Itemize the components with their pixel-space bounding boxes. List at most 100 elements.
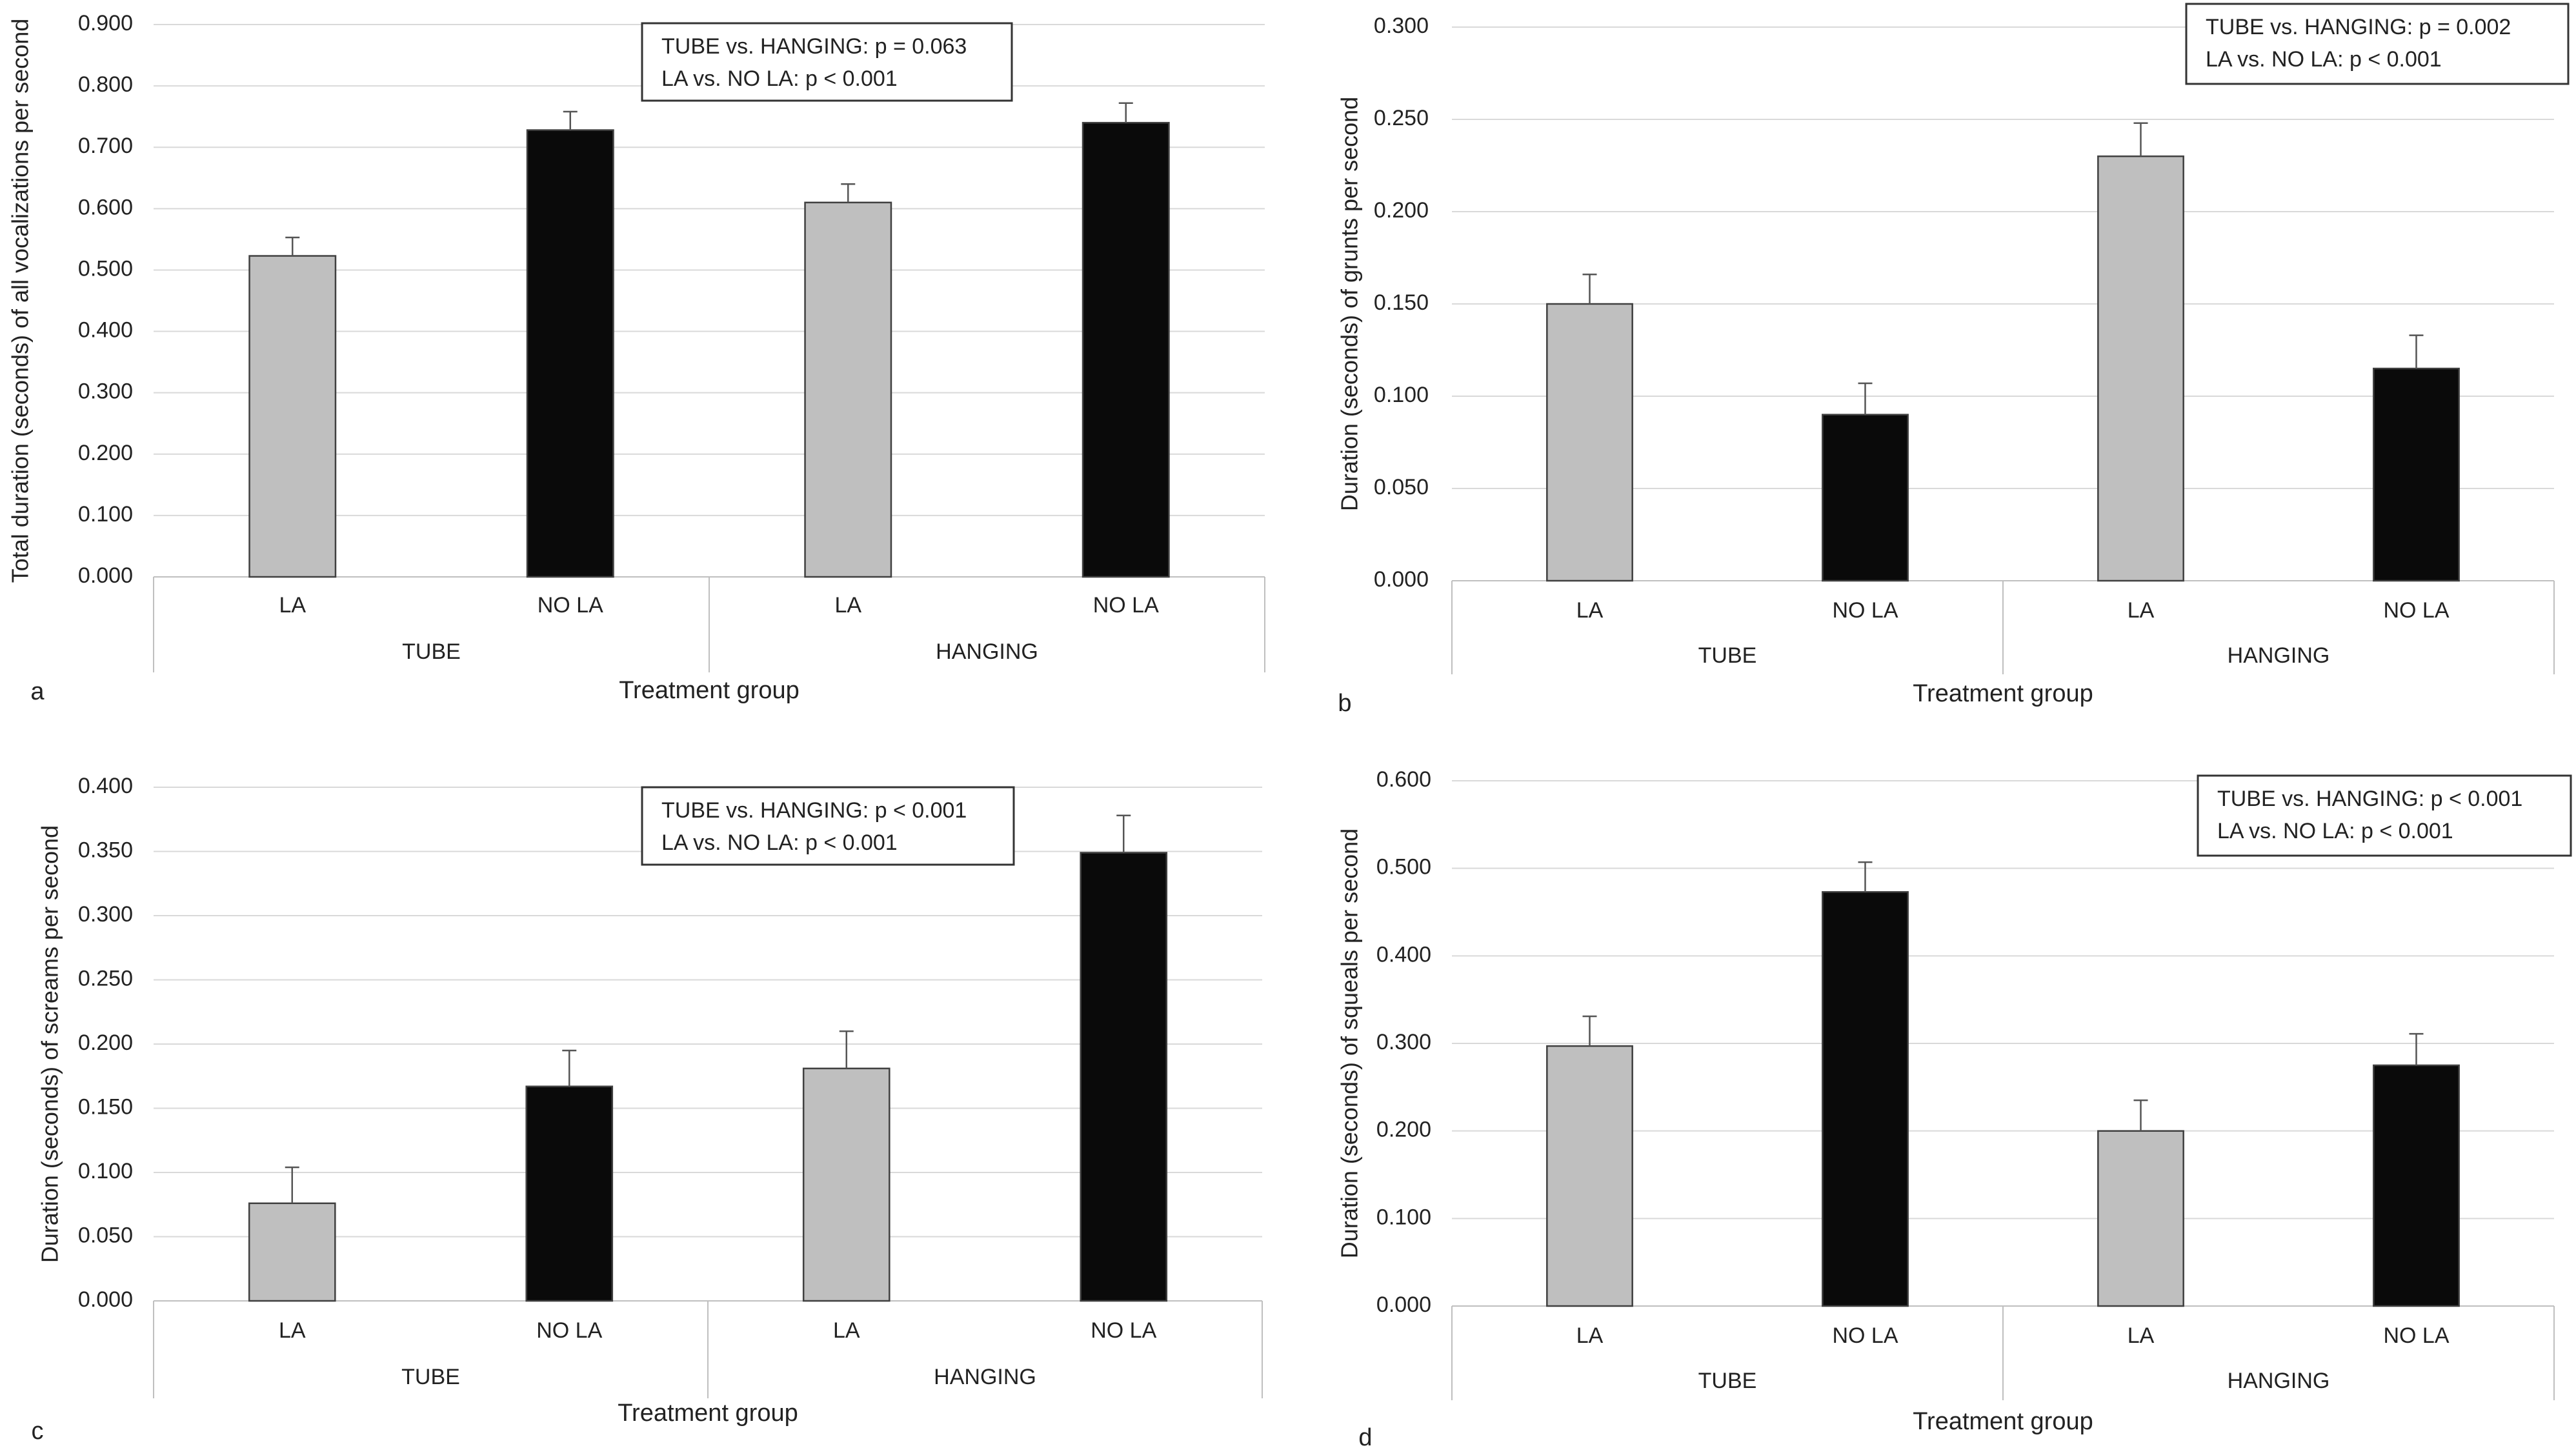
x-group-label: HANGING: [934, 1365, 1036, 1389]
bar-no-la: [1822, 891, 1909, 1307]
y-tick-label: 0.100: [1376, 1205, 1431, 1229]
x-group-label: TUBE: [402, 639, 461, 664]
y-tick-label: 0.250: [78, 966, 133, 990]
y-tick-label: 0.400: [1376, 942, 1431, 967]
x-group-label: TUBE: [1698, 643, 1757, 668]
annotation-box: [641, 786, 1015, 866]
bar-la: [2097, 155, 2184, 582]
y-tick-label: 0.300: [78, 902, 133, 927]
bar-la: [802, 1067, 891, 1302]
x-category-label: NO LA: [538, 593, 603, 618]
x-category-label: NO LA: [536, 1318, 602, 1343]
bar-la: [2097, 1130, 2184, 1307]
y-tick-label: 0.050: [78, 1223, 133, 1247]
y-tick-label: 0.600: [78, 195, 133, 219]
y-tick-label: 0.300: [1374, 14, 1429, 38]
x-category-label: LA: [1576, 1323, 1604, 1348]
bar-no-la: [526, 129, 614, 578]
panel-letter: d: [1358, 1424, 1372, 1448]
y-tick-label: 0.100: [78, 1159, 133, 1183]
y-tick-label: 0.900: [78, 11, 133, 35]
bar-la: [248, 1202, 336, 1302]
bar-la: [248, 255, 337, 578]
y-tick-label: 0.300: [78, 379, 133, 404]
y-tick-label: 0.200: [1376, 1118, 1431, 1142]
y-axis-title: Duration (seconds) of screams per second: [37, 825, 63, 1263]
bar-no-la: [1822, 414, 1909, 582]
bar-no-la: [525, 1085, 614, 1302]
panel-letter: b: [1338, 690, 1351, 717]
y-tick-label: 0.000: [1376, 1292, 1431, 1317]
x-group-label: HANGING: [936, 639, 1038, 664]
x-category-label: NO LA: [1091, 1318, 1156, 1343]
y-axis-title: Total duration (seconds) of all vocaliza…: [7, 19, 34, 583]
x-group-label: TUBE: [401, 1365, 460, 1389]
x-category-label: NO LA: [1832, 598, 1898, 623]
annotation-text: TUBE vs. HANGING: p = 0.002: [2206, 15, 2511, 39]
y-tick-label: 0.000: [78, 1287, 133, 1312]
chart-svg-d: 0.000 0.100 0.200 0.300 0.400 0.500 0.600 LA NO …: [1336, 767, 2572, 1448]
y-tick-label: 0.350: [78, 838, 133, 862]
annotation-text: TUBE vs. HANGING: p < 0.001: [661, 798, 967, 823]
x-group-label: TUBE: [1698, 1369, 1757, 1393]
x-group-label: HANGING: [2228, 643, 2330, 668]
y-tick-label: 0.300: [1376, 1030, 1431, 1054]
y-tick-label: 0.200: [78, 441, 133, 465]
y-tick-label: 0.150: [78, 1094, 133, 1119]
y-tick-label: 0.400: [78, 318, 133, 343]
x-category-label: NO LA: [2383, 1323, 2449, 1348]
annotation-box: [2185, 3, 2570, 85]
y-tick-label: 0.800: [78, 72, 133, 97]
chart-panel-c: 0.000 0.050 0.100 0.150 0.200 0.250 0.300 0.350…: [0, 724, 1288, 1448]
annotation-text: LA vs. NO LA: p < 0.001: [661, 66, 898, 91]
y-tick-label: 0.150: [1374, 290, 1429, 315]
x-category-label: LA: [279, 1318, 306, 1343]
x-category-label: LA: [279, 593, 306, 618]
x-group-label: HANGING: [2228, 1369, 2330, 1393]
annotation-text: LA vs. NO LA: p < 0.001: [2206, 47, 2442, 72]
y-tick-label: 0.200: [78, 1031, 133, 1055]
y-tick-label: 0.100: [78, 502, 133, 527]
x-category-label: LA: [833, 1318, 860, 1343]
bar-no-la: [1082, 121, 1170, 578]
bar-no-la: [2373, 1064, 2460, 1307]
y-tick-label: 0.250: [1374, 106, 1429, 130]
x-category-label: LA: [834, 593, 861, 618]
bar-la: [1546, 1045, 1633, 1307]
annotation-text: TUBE vs. HANGING: p < 0.001: [2217, 787, 2522, 811]
x-category-label: NO LA: [1093, 593, 1159, 618]
annotation-text: LA vs. NO LA: p < 0.001: [661, 830, 898, 855]
y-tick-label: 0.500: [78, 256, 133, 281]
chart-panel-b: 0.000 0.050 0.100 0.150 0.200 0.250 0.300 LA NO …: [1288, 0, 2576, 724]
panel-letter: c: [32, 1418, 44, 1445]
y-tick-label: 0.500: [1376, 855, 1431, 880]
bar-la: [804, 201, 892, 578]
y-tick-label: 0.050: [1374, 475, 1429, 499]
annotation-text: TUBE vs. HANGING: p = 0.063: [661, 34, 967, 59]
y-axis-title: Duration (seconds) of squeals per second: [1336, 829, 1363, 1258]
y-tick-label: 0.700: [78, 134, 133, 158]
chart-panel-a: 0.000 0.100 0.200 0.300 0.400 0.500 0.600 0.700…: [0, 0, 1288, 724]
x-axis-title: Treatment group: [1913, 1408, 2093, 1435]
annotation-box: [641, 22, 1013, 102]
x-category-label: NO LA: [2383, 598, 2449, 623]
y-axis-title: Duration (seconds) of grunts per second: [1336, 97, 1363, 511]
annotation-box: [2197, 774, 2572, 857]
chart-svg-b: 0.000 0.050 0.100 0.150 0.200 0.250 0.300 LA NO …: [1336, 3, 2570, 717]
y-tick-label: 0.200: [1374, 198, 1429, 223]
x-axis-title: Treatment group: [1913, 680, 2093, 707]
y-tick-label: 0.100: [1374, 383, 1429, 407]
bar-no-la: [1080, 852, 1168, 1302]
x-category-label: LA: [2128, 598, 2155, 623]
bar-la: [1546, 303, 1633, 582]
bar-no-la: [2373, 367, 2460, 582]
chart-panel-d: 0.000 0.100 0.200 0.300 0.400 0.500 0.600 LA NO …: [1288, 724, 2576, 1448]
x-category-label: LA: [1576, 598, 1604, 623]
y-tick-label: 0.000: [1374, 567, 1429, 592]
y-tick-label: 0.400: [78, 774, 133, 798]
x-axis-title: Treatment group: [619, 677, 800, 704]
y-tick-label: 0.600: [1376, 767, 1431, 792]
chart-svg-c: 0.000 0.050 0.100 0.150 0.200 0.250 0.300 0.350…: [32, 774, 1263, 1445]
annotation-text: LA vs. NO LA: p < 0.001: [2217, 819, 2453, 843]
x-category-label: LA: [2128, 1323, 2155, 1348]
